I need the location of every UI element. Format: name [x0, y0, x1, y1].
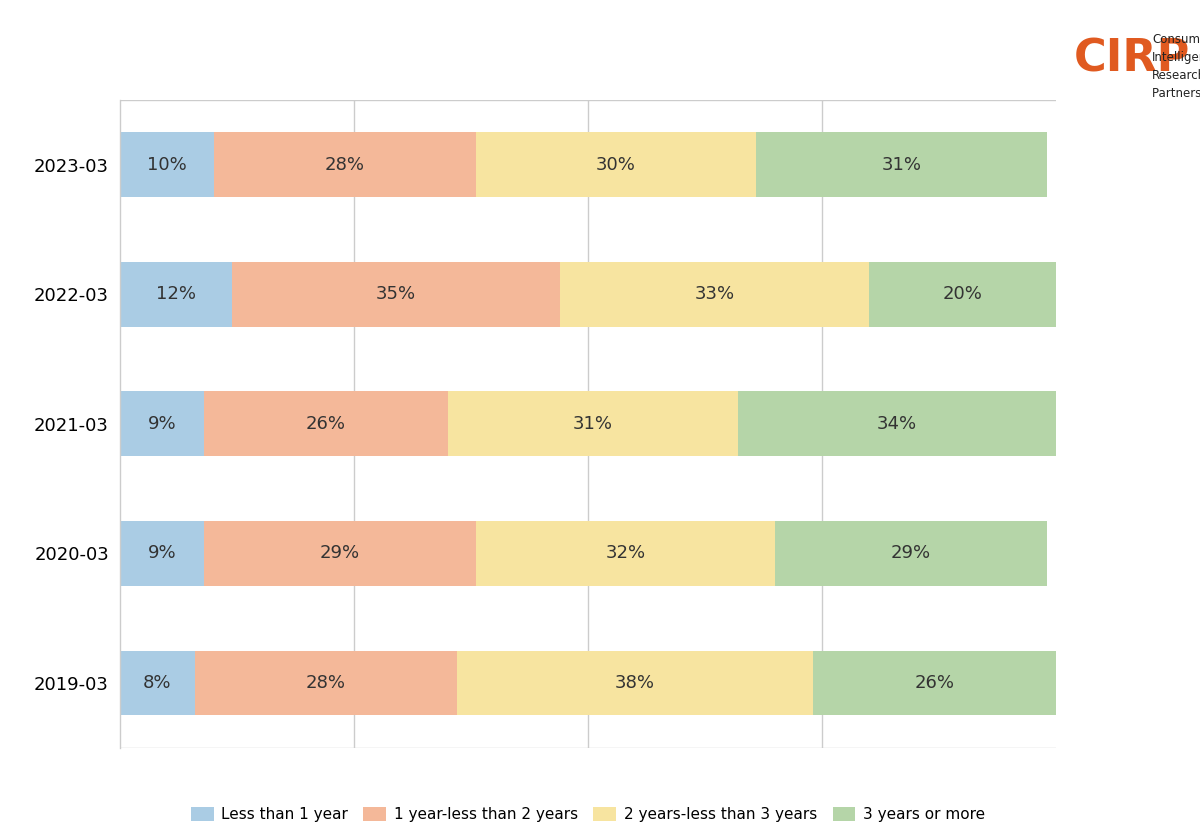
Bar	[214, 132, 475, 197]
Bar	[233, 262, 560, 327]
Bar	[204, 391, 448, 456]
Text: 26%: 26%	[306, 415, 346, 433]
Text: 33%: 33%	[695, 285, 734, 303]
Text: 9%: 9%	[148, 415, 176, 433]
Bar	[120, 651, 194, 715]
Text: 30%: 30%	[596, 155, 636, 174]
Text: 32%: 32%	[605, 544, 646, 563]
Bar	[448, 391, 738, 456]
Text: 12%: 12%	[156, 285, 196, 303]
Text: 26%: 26%	[914, 674, 954, 692]
Bar	[120, 262, 233, 327]
Bar	[475, 132, 756, 197]
Text: 31%: 31%	[882, 155, 922, 174]
Text: 10%: 10%	[146, 155, 187, 174]
Text: 28%: 28%	[306, 674, 346, 692]
Bar	[560, 262, 869, 327]
Text: CIRP: CIRP	[1074, 37, 1190, 81]
Text: 20%: 20%	[942, 285, 983, 303]
Text: 34%: 34%	[877, 415, 917, 433]
Text: 8%: 8%	[143, 674, 172, 692]
Text: 9%: 9%	[148, 544, 176, 563]
Legend: Less than 1 year, 1 year-less than 2 years, 2 years-less than 3 years, 3 years o: Less than 1 year, 1 year-less than 2 yea…	[185, 801, 991, 829]
Bar	[457, 651, 812, 715]
Text: Consumer
Intelligence
Research
Partners, LLC: Consumer Intelligence Research Partners,…	[1152, 33, 1200, 101]
Bar	[869, 262, 1056, 327]
Bar	[120, 391, 204, 456]
Bar	[812, 651, 1056, 715]
Bar	[475, 521, 775, 586]
Text: 38%: 38%	[614, 674, 655, 692]
Bar	[120, 132, 214, 197]
Text: 28%: 28%	[325, 155, 365, 174]
Bar	[120, 521, 204, 586]
Bar	[194, 651, 457, 715]
Bar	[204, 521, 475, 586]
Text: 31%: 31%	[572, 415, 613, 433]
Text: 29%: 29%	[890, 544, 931, 563]
Text: 29%: 29%	[320, 544, 360, 563]
Bar	[756, 132, 1046, 197]
Bar	[738, 391, 1056, 456]
Text: 35%: 35%	[376, 285, 416, 303]
Bar	[775, 521, 1046, 586]
